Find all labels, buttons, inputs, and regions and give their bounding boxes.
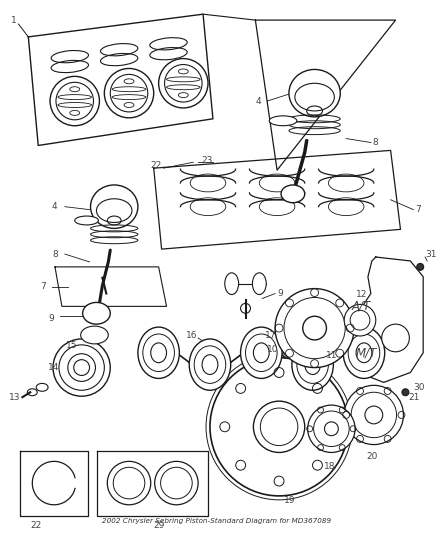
Text: 29: 29: [154, 521, 165, 530]
Ellipse shape: [138, 327, 180, 378]
Ellipse shape: [83, 302, 110, 324]
Text: 8: 8: [52, 249, 58, 259]
Text: M/T: M/T: [356, 346, 377, 359]
Ellipse shape: [281, 185, 305, 203]
Polygon shape: [55, 267, 166, 306]
Ellipse shape: [36, 383, 48, 391]
Ellipse shape: [81, 326, 108, 344]
Text: 23: 23: [201, 156, 212, 165]
Text: 11: 11: [326, 351, 338, 360]
Ellipse shape: [27, 389, 37, 395]
Ellipse shape: [292, 339, 333, 390]
Text: 7: 7: [415, 205, 421, 214]
Text: 31: 31: [425, 249, 437, 259]
Ellipse shape: [344, 385, 403, 445]
Ellipse shape: [75, 216, 99, 225]
Ellipse shape: [289, 69, 340, 117]
Text: 14: 14: [48, 363, 60, 372]
Text: 10: 10: [267, 345, 279, 354]
Text: 16: 16: [186, 332, 198, 341]
Ellipse shape: [189, 339, 231, 390]
Text: 9: 9: [48, 314, 54, 322]
Text: 1: 1: [11, 15, 16, 25]
Ellipse shape: [417, 263, 424, 270]
Text: 30: 30: [413, 383, 425, 392]
Polygon shape: [154, 150, 400, 249]
Polygon shape: [21, 451, 88, 515]
Text: 4: 4: [52, 202, 58, 211]
Text: 22: 22: [151, 161, 162, 169]
Ellipse shape: [210, 358, 348, 496]
Text: 9: 9: [277, 289, 283, 298]
Polygon shape: [255, 20, 396, 170]
Polygon shape: [28, 14, 213, 146]
Polygon shape: [97, 451, 208, 515]
Ellipse shape: [343, 327, 385, 378]
Ellipse shape: [269, 116, 297, 126]
Text: 17: 17: [265, 332, 277, 341]
Text: 19: 19: [284, 496, 296, 505]
Ellipse shape: [344, 304, 376, 336]
Text: 13: 13: [9, 393, 20, 402]
Ellipse shape: [53, 339, 110, 396]
Text: 12: 12: [356, 290, 367, 299]
Text: A/T: A/T: [351, 300, 370, 313]
Ellipse shape: [240, 327, 282, 378]
Text: 22: 22: [30, 521, 42, 530]
Ellipse shape: [402, 389, 409, 395]
Text: 21: 21: [408, 393, 420, 402]
Text: 2002 Chrysler Sebring Piston-Standard Diagram for MD367089: 2002 Chrysler Sebring Piston-Standard Di…: [102, 518, 332, 523]
Text: 20: 20: [366, 452, 377, 461]
Text: 15: 15: [66, 341, 78, 350]
Ellipse shape: [382, 324, 410, 352]
Ellipse shape: [91, 185, 138, 228]
Text: 18: 18: [324, 462, 335, 471]
Ellipse shape: [225, 273, 239, 295]
Text: 4: 4: [255, 96, 261, 106]
Ellipse shape: [240, 303, 251, 313]
Ellipse shape: [275, 288, 354, 368]
Ellipse shape: [252, 273, 266, 295]
Ellipse shape: [307, 405, 355, 453]
Text: 8: 8: [373, 138, 378, 147]
Polygon shape: [358, 257, 423, 382]
Text: 7: 7: [40, 282, 46, 291]
